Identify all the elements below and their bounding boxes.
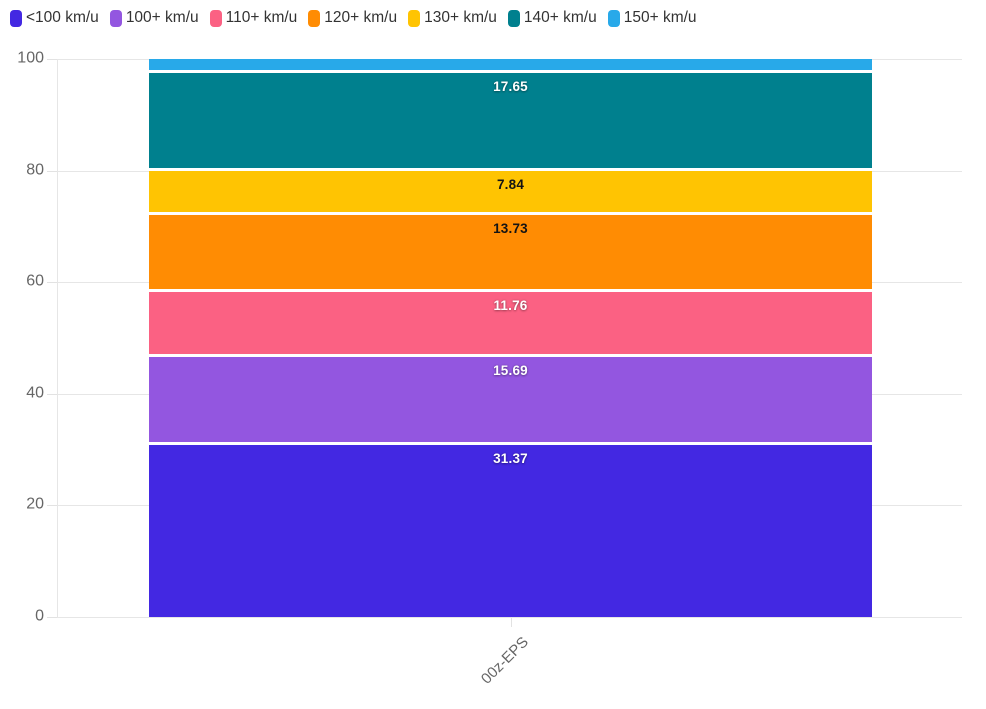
y-axis-tick xyxy=(47,393,57,395)
legend-item-label: 130+ km/u xyxy=(424,9,497,26)
y-axis-label: 100 xyxy=(17,49,44,67)
legend-item-label: 120+ km/u xyxy=(324,9,398,26)
segment-value-label: 11.76 xyxy=(493,297,528,313)
bar-segment[interactable]: 15.69 xyxy=(149,354,872,442)
legend-item-label: 100+ km/u xyxy=(125,9,199,26)
legend-item[interactable]: 140+ km/u xyxy=(507,8,597,28)
legend-swatch-icon xyxy=(308,9,321,27)
legend-swatch-icon xyxy=(408,9,421,27)
segment-value-label: 7.84 xyxy=(496,177,525,193)
bar-segment[interactable]: 13.73 xyxy=(149,212,872,289)
bar-segment[interactable]: 11.76 xyxy=(149,288,872,355)
bar-segment[interactable]: 17.65 xyxy=(149,69,872,169)
y-axis-label: 40 xyxy=(26,384,44,402)
y-axis-label: 60 xyxy=(26,272,44,290)
legend-swatch-icon xyxy=(507,9,520,27)
y-axis-tick xyxy=(47,170,57,172)
legend-item[interactable]: 110+ km/u xyxy=(209,8,298,28)
segment-value-label: 15.69 xyxy=(493,363,528,379)
y-axis-tick xyxy=(47,282,57,284)
y-axis-tick xyxy=(47,505,57,507)
y-axis-label: 80 xyxy=(26,161,44,179)
segment-value-label: 13.73 xyxy=(493,221,528,237)
legend-swatch-icon xyxy=(10,9,22,27)
x-axis-tick xyxy=(511,618,512,627)
legend-item[interactable]: 130+ km/u xyxy=(408,8,497,28)
y-axis-tick xyxy=(47,59,57,60)
segment-value-label: 17.65 xyxy=(493,78,528,94)
legend-item[interactable]: 150+ km/u xyxy=(607,8,697,28)
bar-segment[interactable] xyxy=(149,59,872,70)
legend-item[interactable]: <100 km/u xyxy=(10,8,99,28)
bar-segment[interactable]: 31.37 xyxy=(149,441,872,617)
y-axis-label: 20 xyxy=(26,496,44,514)
legend-item[interactable]: 120+ km/u xyxy=(308,8,397,28)
legend-item-label: 110+ km/u xyxy=(225,9,298,26)
y-axis-label: 0 xyxy=(35,607,44,625)
y-axis-line xyxy=(57,59,58,617)
legend-item-label: 150+ km/u xyxy=(623,9,697,26)
y-axis-tick xyxy=(47,617,57,618)
legend-swatch-icon xyxy=(607,9,620,27)
legend-swatch-icon xyxy=(109,9,122,27)
legend-item-label: 140+ km/u xyxy=(523,9,597,26)
legend: <100 km/u 100+ km/u 110+ km/u 120+ km/u 130+… xyxy=(10,8,708,28)
y-gridline xyxy=(57,617,962,618)
segment-value-label: 31.37 xyxy=(493,450,528,466)
legend-item-label: <100 km/u xyxy=(26,9,99,26)
legend-item[interactable]: 100+ km/u xyxy=(109,8,199,28)
legend-swatch-icon xyxy=(209,9,222,27)
x-axis-category-label: 00z-EPS xyxy=(478,633,533,688)
bar-segment[interactable]: 7.84 xyxy=(149,168,872,213)
